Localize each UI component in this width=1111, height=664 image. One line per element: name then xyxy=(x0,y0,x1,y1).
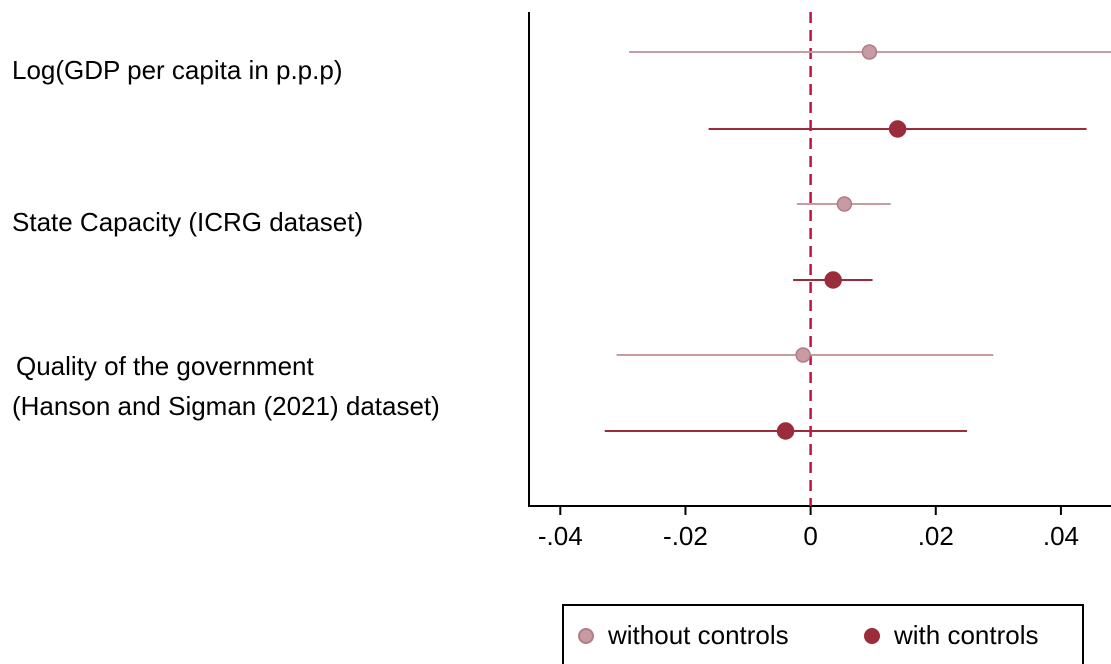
legend-label-with-controls: with controls xyxy=(894,620,1039,650)
category-label: State Capacity (ICRG dataset) xyxy=(12,207,364,237)
point-estimate-with-controls xyxy=(888,120,907,138)
x-tick-label: .02 xyxy=(918,521,954,551)
category-label: (Hanson and Sigman (2021) dataset) xyxy=(12,391,440,421)
point-estimate-without-controls xyxy=(795,347,811,363)
legend-item-with-controls: with controls xyxy=(864,620,1039,651)
x-tick-label: .04 xyxy=(1043,521,1079,551)
coefficient-plot: -.04 -.02 0 .02 .04 xyxy=(528,12,1111,551)
legend-label-without-controls: without controls xyxy=(608,620,789,650)
point-estimate-without-controls xyxy=(861,44,878,60)
x-tick-label: -.02 xyxy=(663,521,708,551)
point-estimate-without-controls xyxy=(836,196,853,212)
category-label: Quality of the government xyxy=(16,351,314,381)
category-label: Log(GDP per capita in p.p.p) xyxy=(12,55,343,85)
x-tick-label: 0 xyxy=(803,521,817,551)
x-tick-label: -.04 xyxy=(538,521,583,551)
point-estimate-with-controls xyxy=(824,271,842,289)
legend-item-without-controls: without controls xyxy=(578,620,789,651)
point-estimate-with-controls xyxy=(776,422,795,440)
legend: without controls with controls xyxy=(562,604,1084,664)
